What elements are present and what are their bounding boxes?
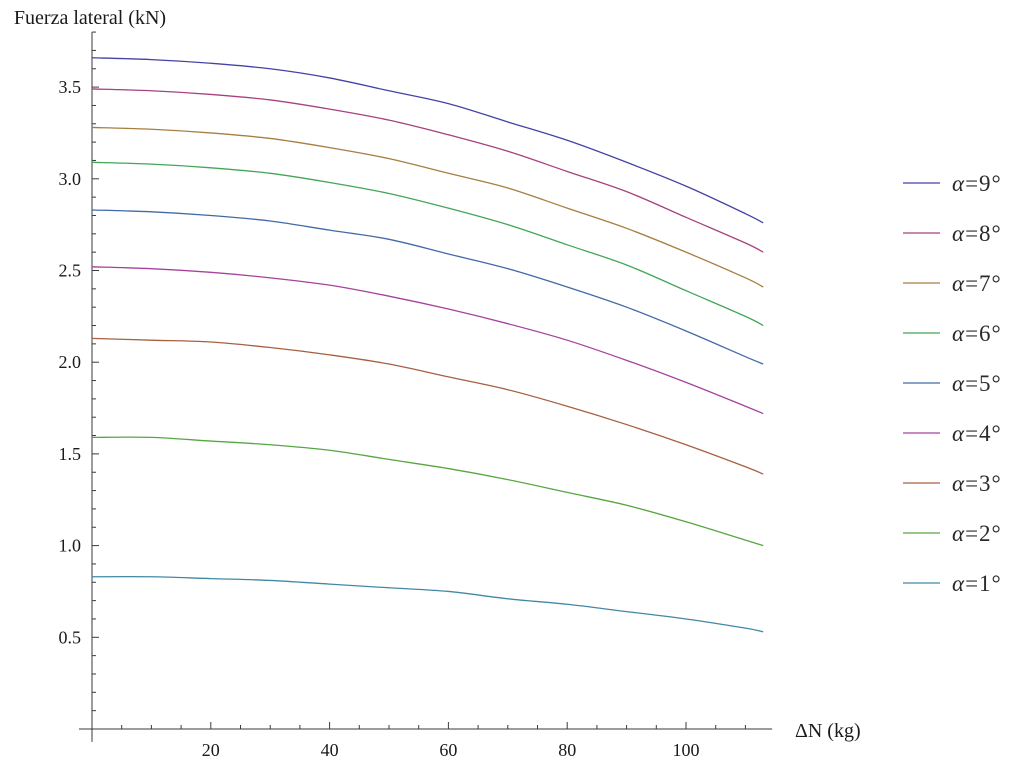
legend-item-alpha-2: α=2° [903,521,1002,546]
axis-ticks: 20 40 60 80 100 0.5 1.0 1.5 2.0 2.5 3.0 3.5 [59,31,746,760]
legend-label: α=6° [952,321,1002,346]
y-tick-label: 3.0 [59,169,82,189]
x-tick-label: 40 [321,740,339,760]
legend-label: α=2° [952,521,1002,546]
legend-item-alpha-4: α=4° [903,421,1002,446]
legend-label: α=4° [952,421,1002,446]
y-tick-label: 0.5 [59,627,82,647]
y-tick-label: 1.0 [59,536,82,556]
x-tick-label: 20 [202,740,220,760]
legend-item-alpha-6: α=6° [903,321,1002,346]
legend-label: α=1° [952,571,1002,596]
legend-item-alpha-5: α=5° [903,371,1002,396]
axes [78,32,773,742]
series-line-alpha-3 [91,337,764,475]
series-line-alpha-1 [91,575,764,633]
x-tick-label: 100 [673,740,700,760]
y-axis-label: Fuerza lateral (kN) [14,7,166,29]
y-tick-label: 1.5 [59,444,82,464]
x-tick-label: 80 [558,740,576,760]
series-line-alpha-9 [91,57,764,224]
legend-label: α=8° [952,221,1002,246]
series-line-alpha-4 [91,266,764,415]
legend-item-alpha-1: α=1° [903,571,1002,596]
y-tick-label: 2.0 [59,352,82,372]
x-axis-label: ΔN (kg) [795,720,861,742]
legend-label: α=9° [952,171,1002,196]
series-line-alpha-6 [91,161,764,327]
y-tick-label: 2.5 [59,261,82,281]
series-line-alpha-8 [91,88,764,253]
legend-item-alpha-7: α=7° [903,271,1002,296]
x-tick-label: 60 [439,740,457,760]
legend-item-alpha-9: α=9° [903,171,1002,196]
legend-item-alpha-3: α=3° [903,471,1002,496]
plot-lines [91,57,764,633]
legend-label: α=3° [952,471,1002,496]
legend-item-alpha-8: α=8° [903,221,1002,246]
series-line-alpha-7 [91,126,764,288]
legend-label: α=5° [952,371,1002,396]
series-line-alpha-5 [91,209,764,365]
y-tick-label: 3.5 [59,77,82,97]
legend-label: α=7° [952,271,1002,296]
legend: α=9° α=8° α=7° α=6° α=5° α=4° α=3° α=2° α=1° [903,171,1002,596]
series-line-alpha-2 [91,436,764,547]
